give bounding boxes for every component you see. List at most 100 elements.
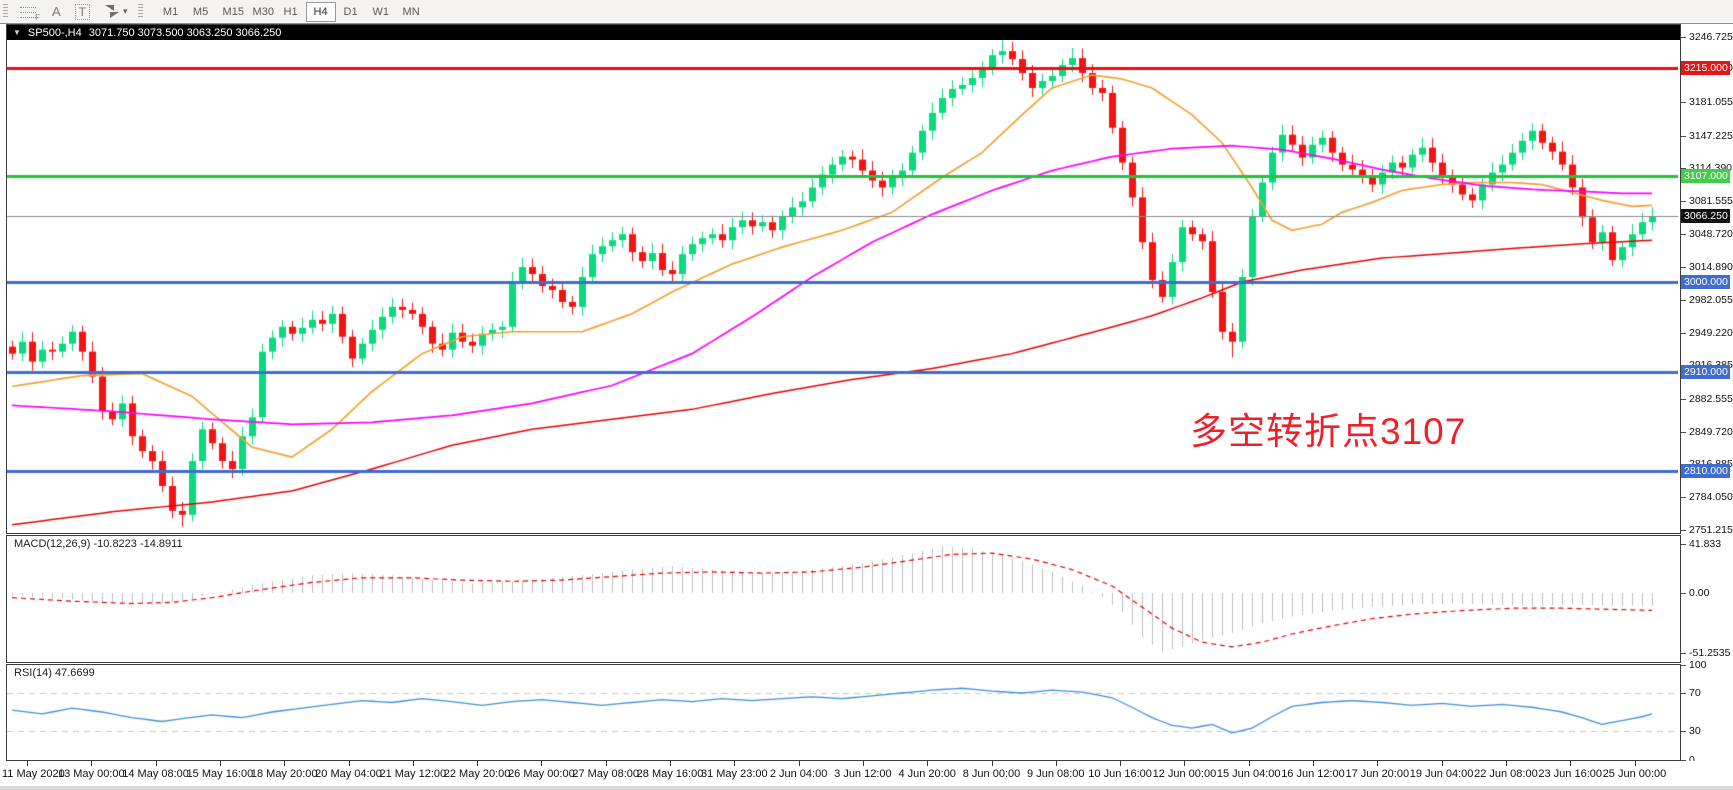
text-tool-button[interactable]: A xyxy=(45,2,68,22)
axis-tick-label: 41.833 xyxy=(1689,538,1722,550)
time-axis-label: 10 Jun 16:00 xyxy=(1088,768,1152,780)
axis-tick-label: 2849.720 xyxy=(1689,425,1733,438)
macd-values: -10.8223 -14.8911 xyxy=(93,538,183,550)
timeframe-button-mn[interactable]: MN xyxy=(396,2,426,22)
time-axis[interactable]: 11 May 2020 13 May 00:00 14 May 08:00 15 Ma… xyxy=(0,761,1733,786)
axis-tick-label: 2949.220 xyxy=(1689,326,1733,339)
level-price-label: 3215.000 xyxy=(1681,61,1730,76)
axis-tick-label: 3246.725 xyxy=(1689,30,1733,43)
rsi-pane[interactable]: RSI(14) 47.6699 xyxy=(6,664,1681,761)
axis-tick xyxy=(1681,759,1686,761)
axis-tick-label: 3048.720 xyxy=(1689,227,1733,240)
time-axis-tick xyxy=(1248,761,1250,766)
time-axis-tick xyxy=(798,761,800,766)
time-axis-tick xyxy=(1120,761,1122,766)
axis-tick-label: 0.00 xyxy=(1689,587,1710,599)
time-axis-label: 27 May 08:00 xyxy=(572,768,640,780)
time-axis-tick xyxy=(412,761,414,766)
time-axis-label: 22 May 20:00 xyxy=(443,768,511,780)
time-axis-tick xyxy=(605,761,607,766)
axis-tick xyxy=(1681,653,1686,655)
axis-tick xyxy=(1681,135,1686,137)
axis-tick-label: 70 xyxy=(1689,687,1701,699)
current-price-label: 3066.250 xyxy=(1681,209,1730,224)
time-axis-label: 18 May 20:00 xyxy=(250,768,318,780)
time-axis-label: 12 Jun 00:00 xyxy=(1152,768,1217,780)
time-axis-label: 25 Jun 00:00 xyxy=(1602,768,1667,780)
axis-tick xyxy=(1681,101,1686,103)
price-axis[interactable]: 3246.7253215.0003181.0553147.2253114.390… xyxy=(1681,24,1733,766)
time-axis-label: 2 Jun 04:00 xyxy=(769,768,828,780)
axis-tick xyxy=(1681,200,1686,202)
window-bottom-edge xyxy=(0,786,1733,790)
axis-tick-label: 3147.225 xyxy=(1689,129,1733,142)
time-axis-tick xyxy=(1377,761,1379,766)
arrows-tool-button[interactable]: ▾ xyxy=(97,2,135,22)
time-axis-tick xyxy=(477,761,479,766)
timeframe-button-m5[interactable]: M5 xyxy=(186,2,216,22)
time-axis-label: 3 Jun 12:00 xyxy=(834,768,892,780)
timeframe-button-h4[interactable]: H4 xyxy=(305,1,336,22)
timeframe-button-m1[interactable]: M1 xyxy=(156,2,186,22)
macd-label: MACD(12,26,9) -10.8223 -14.8911 xyxy=(14,538,183,550)
chart-title-bar: ▼ SP500-,H4 3071.750 3073.500 3063.250 3… xyxy=(7,25,1680,40)
collapse-arrow-icon[interactable]: ▼ xyxy=(13,28,21,37)
macd-chart[interactable] xyxy=(7,536,1678,660)
chart-annotation-text[interactable]: 多空转折点3107 xyxy=(1190,411,1467,452)
macd-pane[interactable]: MACD(12,26,9) -10.8223 -14.8911 xyxy=(6,535,1681,663)
level-price-label: 2810.000 xyxy=(1681,464,1730,479)
axis-tick-label: 2982.055 xyxy=(1689,293,1733,306)
timeframe-button-m15[interactable]: M15 xyxy=(216,2,246,22)
text-label-tool-button[interactable]: T xyxy=(68,2,97,22)
axis-tick-label: 3181.055 xyxy=(1689,95,1733,108)
time-axis-label: 13 May 00:00 xyxy=(57,768,125,780)
axis-tick xyxy=(1681,267,1686,269)
time-axis-tick xyxy=(155,761,157,766)
timeframe-button-d1[interactable]: D1 xyxy=(336,2,366,22)
time-axis-tick xyxy=(27,761,28,766)
time-axis-tick xyxy=(284,761,286,766)
toolbar-grip[interactable] xyxy=(137,4,143,19)
time-axis-tick xyxy=(1505,761,1507,766)
axis-tick xyxy=(1681,233,1686,235)
timeframe-button-m30[interactable]: M30 xyxy=(246,2,276,22)
time-axis-tick xyxy=(1055,761,1057,766)
rsi-label: RSI(14) 47.6699 xyxy=(14,667,95,679)
time-axis-label: 11 May 2020 xyxy=(2,768,65,780)
time-axis-label: 17 Jun 20:00 xyxy=(1345,768,1410,780)
axis-tick xyxy=(1681,731,1686,732)
time-axis-label: 22 Jun 08:00 xyxy=(1474,768,1538,780)
chart-symbol-timeframe: SP500-,H4 xyxy=(27,26,82,39)
time-axis-label: 16 Jun 12:00 xyxy=(1281,768,1345,780)
axis-tick-label: 2751.215 xyxy=(1689,523,1733,536)
axis-tick xyxy=(1681,544,1686,545)
time-axis-tick xyxy=(348,761,350,766)
price-chart-pane[interactable]: ▼ SP500-,H4 3071.750 3073.500 3063.250 3… xyxy=(6,24,1681,534)
time-axis-tick xyxy=(1441,761,1443,766)
axis-tick xyxy=(1681,332,1686,334)
axis-tick xyxy=(1681,431,1686,433)
time-axis-tick xyxy=(219,761,221,766)
time-axis-label: 19 Jun 04:00 xyxy=(1409,768,1474,780)
time-axis-label: 4 Jun 20:00 xyxy=(898,768,956,780)
time-axis-label: 21 May 12:00 xyxy=(379,768,447,780)
axis-tick xyxy=(1681,593,1686,594)
candlestick-chart[interactable] xyxy=(7,25,1678,531)
timeframe-buttons: M1 M5 M15 M30 H1 H4 D1 W1 MN xyxy=(156,1,426,22)
axis-tick-label: 2784.050 xyxy=(1689,490,1733,503)
chart-ohlc-values: 3071.750 3073.500 3063.250 3066.250 xyxy=(88,26,282,39)
time-axis-tick xyxy=(862,761,864,766)
fibonacci-tool-button[interactable]: F xyxy=(13,2,45,22)
time-axis-label: 26 May 00:00 xyxy=(508,768,575,780)
axis-tick-label: -51.2535 xyxy=(1689,647,1731,660)
timeframe-button-h1[interactable]: H1 xyxy=(276,2,306,22)
axis-tick xyxy=(1681,299,1686,301)
axis-tick-label: 100 xyxy=(1689,658,1707,671)
rsi-chart[interactable] xyxy=(7,665,1678,758)
time-axis-tick xyxy=(1634,761,1636,766)
time-axis-label: 9 Jun 08:00 xyxy=(1027,768,1085,780)
time-axis-label: 23 Jun 16:00 xyxy=(1538,768,1602,780)
toolbar-grip[interactable] xyxy=(3,4,8,19)
timeframe-button-w1[interactable]: W1 xyxy=(366,2,396,22)
level-price-label: 2910.000 xyxy=(1681,364,1730,379)
